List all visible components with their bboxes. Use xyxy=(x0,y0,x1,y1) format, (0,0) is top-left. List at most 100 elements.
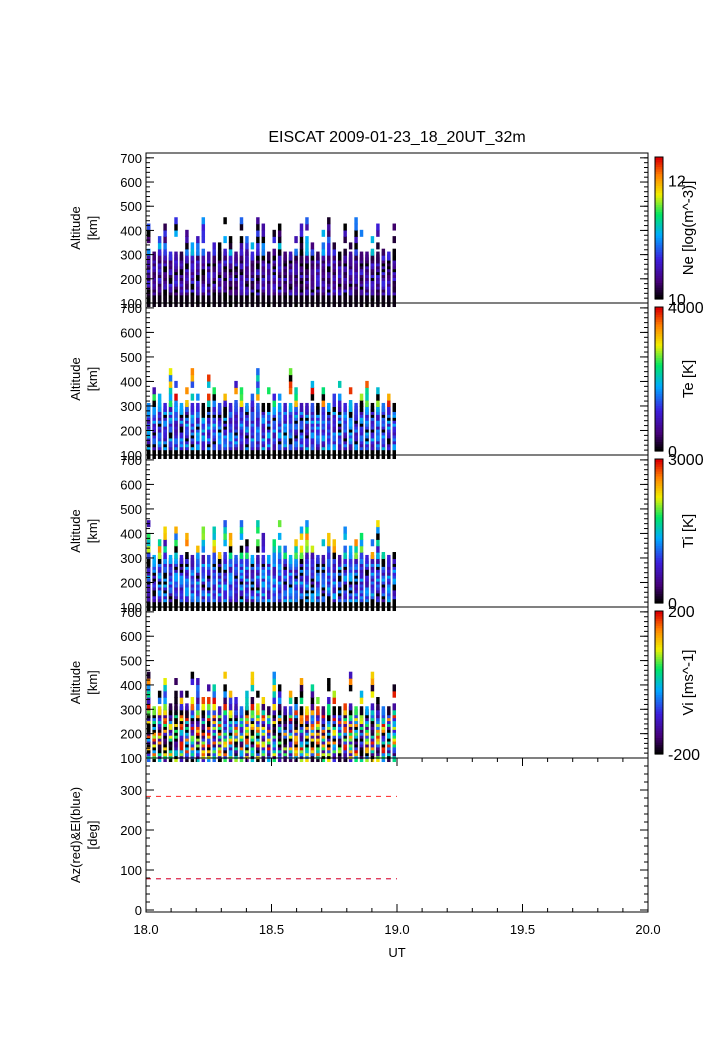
y-axis-label-units: [km] xyxy=(85,367,100,392)
data-column xyxy=(196,678,200,763)
data-column xyxy=(365,706,369,763)
colorbar-segment xyxy=(655,448,663,452)
heatmap-cell xyxy=(163,539,167,547)
colorbar-segment xyxy=(655,419,663,423)
heatmap-cell xyxy=(376,520,380,528)
data-column xyxy=(267,387,271,460)
heatmap-cell xyxy=(152,400,156,408)
heatmap-cell xyxy=(185,236,189,244)
data-column xyxy=(185,387,189,460)
heatmap-cell xyxy=(250,400,255,408)
colorbar-segment xyxy=(655,555,663,558)
heatmap-cell xyxy=(239,526,244,534)
heatmap-cells xyxy=(147,520,396,612)
heatmap-cell xyxy=(316,251,320,261)
heatmap-cell xyxy=(223,697,227,705)
data-column xyxy=(234,554,238,612)
heatmap-cell xyxy=(272,671,276,679)
heatmap-cell xyxy=(168,393,173,401)
y-tick-label: 200 xyxy=(120,272,142,287)
heatmap-cell xyxy=(381,552,386,560)
data-column xyxy=(201,697,206,763)
heatmap-cell xyxy=(212,526,216,534)
heatmap-cell xyxy=(267,387,271,395)
x-tick-label: 20.0 xyxy=(635,922,660,937)
colorbar-segment xyxy=(655,429,663,433)
heatmap-cell xyxy=(250,393,255,401)
heatmap-cell xyxy=(245,402,249,412)
colorbar-frame xyxy=(654,306,664,452)
heatmap-cell xyxy=(321,554,326,564)
heatmap-cell xyxy=(174,552,178,560)
colorbar-segment xyxy=(655,687,663,691)
data-column xyxy=(267,706,271,763)
colorbar-segment xyxy=(655,228,663,231)
colorbar: 12 10 Ne [log(m^-3)] xyxy=(654,156,697,309)
heatmap-cell xyxy=(299,706,304,716)
colorbar-segment xyxy=(655,649,663,653)
heatmap-cell xyxy=(217,706,222,716)
heatmap-cell xyxy=(185,229,189,237)
heatmap-cell xyxy=(283,554,287,564)
colorbar-segment xyxy=(655,696,663,700)
heatmap-cell xyxy=(299,242,304,250)
heatmap-cell xyxy=(327,251,331,261)
heatmap-cell xyxy=(387,393,391,401)
heatmap-cell xyxy=(163,706,167,716)
heatmap-cell xyxy=(250,706,255,716)
colorbar-segment xyxy=(655,730,663,734)
heatmap-cell xyxy=(277,545,282,553)
heatmap-cell xyxy=(337,706,342,716)
data-column xyxy=(168,703,173,763)
heatmap-cell xyxy=(163,526,167,534)
colorbar-segment xyxy=(655,540,663,544)
heatmap-cell xyxy=(272,251,276,261)
heatmap-cell xyxy=(147,552,151,560)
heatmap-cell xyxy=(212,393,216,401)
colorbar-segment xyxy=(655,446,663,450)
data-column xyxy=(294,697,298,763)
heatmap-cell xyxy=(299,690,304,698)
colorbar-segment xyxy=(655,178,663,182)
heatmap-cell xyxy=(370,678,375,686)
heatmap-cell xyxy=(223,532,227,540)
colorbar-segment xyxy=(655,393,663,397)
data-column xyxy=(316,554,320,612)
heatmap-cell xyxy=(196,402,200,412)
heatmap-cell xyxy=(212,387,216,395)
heatmap-cell xyxy=(392,223,396,231)
data-column xyxy=(316,251,320,308)
y-axis-label: Altitude xyxy=(68,206,83,249)
colorbar-segment xyxy=(655,439,663,442)
colorbar-segment xyxy=(655,412,663,416)
colorbar-segment xyxy=(655,164,663,168)
data-column xyxy=(370,236,375,308)
heatmap-cell xyxy=(370,552,375,560)
heatmap-cell xyxy=(201,402,206,412)
colorbar-segment xyxy=(655,379,663,382)
data-column xyxy=(179,251,184,308)
heatmap-cell xyxy=(305,554,309,564)
heatmap-cell xyxy=(343,526,347,534)
colorbar-segment xyxy=(655,333,663,337)
heatmap-cell xyxy=(147,684,151,692)
heatmap-cell xyxy=(370,684,375,692)
heatmap-cell xyxy=(321,393,326,401)
heatmap-cell xyxy=(228,690,233,698)
heatmap-cell xyxy=(327,697,331,705)
heatmap-cell xyxy=(277,402,282,412)
colorbar-segment xyxy=(655,256,663,260)
heatmap-cell xyxy=(196,545,200,553)
heatmap-cell xyxy=(299,223,304,231)
heatmap-cell xyxy=(147,532,151,540)
colorbar-segment xyxy=(655,618,663,622)
heatmap-cell xyxy=(332,393,336,401)
heatmap-cell xyxy=(261,703,266,711)
heatmap-cell xyxy=(217,248,222,256)
data-column xyxy=(163,402,167,460)
heatmap-cell xyxy=(283,552,287,560)
colorbar-segment xyxy=(655,405,663,409)
data-column xyxy=(310,242,315,308)
colorbar-segment xyxy=(655,632,663,636)
